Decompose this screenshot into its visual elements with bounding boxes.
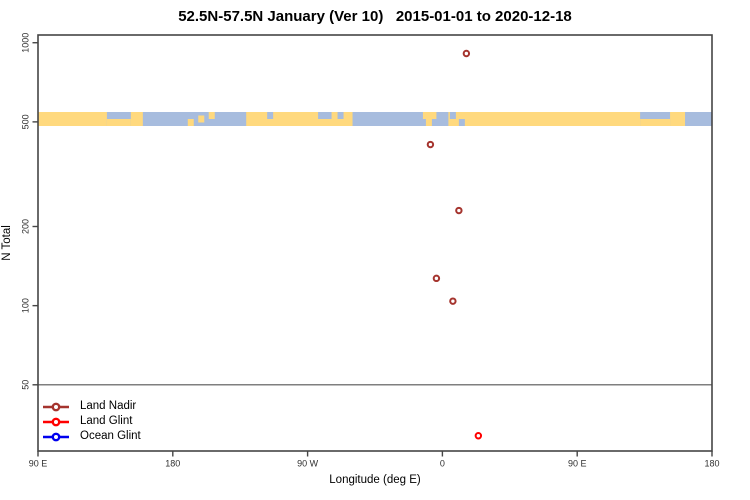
y-tick-label: 50 [20,380,30,390]
map-band-ocean-patch [267,112,274,119]
data-point-land-nadir [432,274,441,283]
legend-item-land-glint: Land Glint [42,414,141,429]
map-band-land-segment [640,119,671,126]
data-point-land-nadir [455,206,463,215]
map-band-ocean-patch [449,112,456,119]
x-tick-label: 180 [704,459,719,469]
map-band-land-segment [38,112,107,126]
legend-label: Land Nadir [80,400,137,412]
ocean-glint-symbol-icon [43,432,69,441]
data-point-land-glint [474,432,483,440]
y-tick-label: 1000 [20,33,30,53]
map-band-land-segment [448,112,641,126]
legend: Land Nadir Land Glint Ocean Glint [42,399,141,444]
map-band-land-segment [208,112,215,119]
y-axis-title: N Total [1,225,13,261]
map-band-ocean-patch [458,119,465,126]
x-tick-label: 180 [165,459,180,469]
y-tick-label: 200 [20,219,30,234]
map-band-land-segment [246,112,353,126]
plot-border [37,34,713,452]
x-axis-title: Longitude (deg E) [329,474,421,486]
land-glint-symbol-icon [43,417,69,426]
map-band-land-segment [670,112,686,126]
chart-title: 52.5N-57.5N January (Ver 10) 2015-01-01 … [178,8,572,25]
map-band-land-segment [187,119,194,126]
map-band-land-segment [198,115,205,123]
map-band-land-segment [422,112,437,119]
y-tick-label: 500 [20,114,30,129]
data-point-land-nadir [462,49,471,58]
x-tick-label: 90 E [568,459,587,469]
y-tick-label: 100 [20,298,30,313]
legend-label: Land Glint [80,415,133,427]
map-band-ocean-patch [337,112,344,119]
map-band-ocean-patch [318,112,332,119]
map-band-land-segment [106,119,131,126]
data-point-land-nadir [449,297,457,305]
legend-item-ocean-glint: Ocean Glint [42,429,141,444]
x-tick-label: 90 E [29,459,48,469]
data-point-land-nadir [426,140,435,149]
x-tick-label: 0 [440,459,445,469]
x-tick-label: 90 W [297,459,319,469]
legend-item-land-nadir: Land Nadir [42,399,141,414]
map-band-land-segment [425,119,432,126]
map-band-land-segment [130,112,143,126]
land-nadir-symbol-icon [43,402,69,411]
legend-label: Ocean Glint [80,430,141,442]
